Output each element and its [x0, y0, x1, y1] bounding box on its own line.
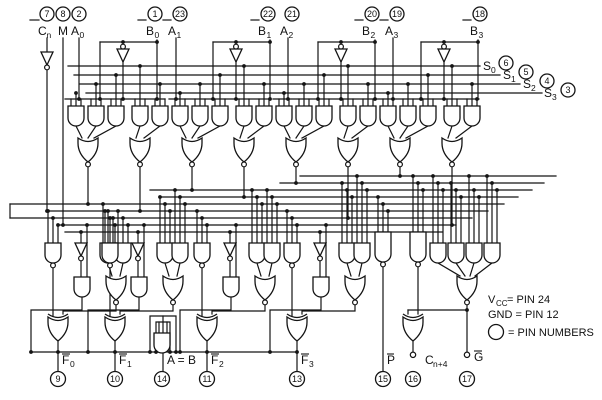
- label-f0-sub: 0: [70, 359, 75, 369]
- svg-text:2: 2: [76, 9, 81, 19]
- pin-a3: 19: [379, 6, 405, 22]
- pin-number-circle-icon: [487, 323, 505, 341]
- pin-a-eq-b: 14: [153, 370, 171, 388]
- pin-cn: 7: [29, 6, 55, 22]
- pin-a2: 21: [284, 6, 300, 22]
- svg-text:6: 6: [503, 58, 508, 68]
- svg-text:15: 15: [378, 374, 388, 384]
- svg-text:20: 20: [367, 9, 377, 19]
- label-a1-sub: 1: [177, 30, 182, 40]
- pin-f0: 9: [49, 370, 67, 388]
- svg-text:14: 14: [157, 374, 167, 384]
- label-a2-sub: 2: [289, 30, 294, 40]
- pin-f3: 13: [288, 370, 306, 388]
- pin-b0: 1: [137, 6, 163, 22]
- circuit-wires: [9, 37, 557, 373]
- label-a-eq-b: A = B: [167, 353, 196, 367]
- pin-m: 8: [55, 6, 71, 22]
- label-a0-sub: 0: [80, 30, 85, 40]
- label-a0: A: [71, 24, 79, 38]
- label-b2-sub: 2: [371, 30, 376, 40]
- label-cn-sub: n: [47, 30, 52, 40]
- svg-text:4: 4: [544, 76, 549, 86]
- label-cn4-sub: n+4: [433, 359, 448, 369]
- svg-text:1: 1: [152, 9, 157, 19]
- label-a3: A: [385, 24, 393, 38]
- label-b1-sub: 1: [267, 30, 272, 40]
- label-cn: C: [38, 24, 47, 38]
- pin-b1: 22: [250, 6, 276, 22]
- label-f2-sub: 2: [219, 359, 224, 369]
- svg-text:23: 23: [175, 9, 185, 19]
- svg-text:17: 17: [462, 374, 472, 384]
- legend-vcc: V: [488, 294, 496, 306]
- label-b3: B: [470, 24, 478, 38]
- svg-text:18: 18: [475, 9, 485, 19]
- label-m: M: [58, 24, 68, 38]
- pin-number: 7: [44, 9, 49, 19]
- label-f1-sub: 1: [127, 359, 132, 369]
- legend-vcc-sub: CC: [496, 299, 508, 308]
- label-s3-sub: 3: [552, 92, 557, 102]
- label-f3-sub: 3: [309, 359, 314, 369]
- label-b1: B: [258, 24, 266, 38]
- label-f2: F: [211, 353, 218, 367]
- svg-text:8: 8: [60, 9, 65, 19]
- pin-p: 15: [374, 370, 392, 388]
- label-f3: F: [301, 353, 308, 367]
- junction-dots: [29, 40, 499, 359]
- pin-f2: 11: [198, 370, 216, 388]
- pin-g: 17: [458, 370, 476, 388]
- label-a3-sub: 3: [394, 30, 399, 40]
- legend: V CC = PIN 24 GND = PIN 12 = PIN NUMBERS: [487, 294, 594, 341]
- logic-gates: [39, 48, 501, 354]
- label-s1-sub: 1: [511, 74, 516, 84]
- pin-s1: 5: [518, 64, 534, 80]
- pin-b2: 20: [354, 6, 380, 22]
- svg-text:21: 21: [287, 9, 297, 19]
- label-p: P: [387, 353, 395, 367]
- label-s2-sub: 2: [531, 83, 536, 93]
- pin-cn4: 16: [404, 370, 422, 388]
- label-b3-sub: 3: [479, 30, 484, 40]
- svg-text:16: 16: [408, 374, 418, 384]
- label-s0-sub: 0: [491, 65, 496, 75]
- pin-f1: 10: [106, 370, 124, 388]
- label-g: G: [474, 350, 483, 364]
- legend-vcc-rest: = PIN 24: [507, 294, 550, 306]
- pin-a1: 23: [162, 6, 188, 22]
- pin-s2: 4: [539, 73, 555, 89]
- label-b2: B: [362, 24, 370, 38]
- label-f0: F: [62, 353, 69, 367]
- pin-a0: 2: [71, 6, 87, 22]
- label-s3: S: [544, 86, 552, 100]
- svg-text:13: 13: [292, 374, 302, 384]
- pin-s3: 3: [560, 82, 576, 98]
- label-s0: S: [483, 59, 491, 73]
- label-b0-sub: 0: [155, 30, 160, 40]
- label-b0: B: [146, 24, 154, 38]
- legend-pin-numbers: = PIN NUMBERS: [508, 327, 594, 339]
- svg-text:5: 5: [523, 67, 528, 77]
- label-s2: S: [523, 77, 531, 91]
- svg-text:19: 19: [392, 9, 402, 19]
- svg-text:11: 11: [202, 374, 211, 384]
- pin-s0: 6: [498, 55, 514, 71]
- svg-text:9: 9: [55, 374, 60, 384]
- label-f1: F: [119, 353, 126, 367]
- legend-gnd: GND = PIN 12: [488, 309, 559, 321]
- label-a2: A: [280, 24, 288, 38]
- svg-text:22: 22: [263, 9, 273, 19]
- label-s1: S: [503, 68, 511, 82]
- label-cn4: C: [425, 353, 434, 367]
- pin-b3: 18: [462, 6, 488, 22]
- label-a1: A: [168, 24, 176, 38]
- svg-text:3: 3: [565, 85, 570, 95]
- svg-text:10: 10: [110, 374, 120, 384]
